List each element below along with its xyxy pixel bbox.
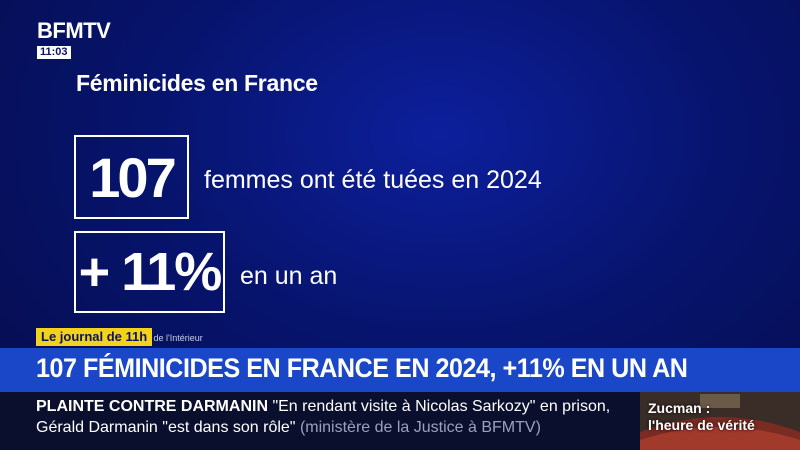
promo-line: l'heure de vérité: [648, 417, 755, 433]
headline: 107 FÉMINICIDES EN FRANCE EN 2024, +11% …: [36, 353, 688, 383]
stat-value-box: + 11%: [74, 231, 225, 313]
ticker-line: Gérald Darmanin "est dans son rôle" (min…: [36, 419, 541, 437]
ticker-line: PLAINTE CONTRE DARMANIN "En rendant visi…: [36, 398, 610, 416]
promo-text: Zucman : l'heure de vérité: [648, 400, 755, 434]
ticker-source: (ministère de la Justice à BFMTV): [299, 419, 541, 436]
channel-logo: BFMTV 11:03: [37, 18, 111, 60]
stat-description: femmes ont été tuées en 2024: [204, 166, 542, 194]
ticker-topic: PLAINTE CONTRE DARMANIN: [36, 398, 268, 415]
assembly-image: [640, 392, 800, 450]
clock: 11:03: [37, 46, 71, 59]
promo-line: Zucman :: [648, 400, 711, 416]
ticker-text: "En rendant visite à Nicolas Sarkozy" en…: [272, 398, 611, 415]
source-credit: e de l'Intérieur: [146, 333, 203, 343]
stat-value-box: 107: [74, 135, 189, 219]
stat-description: en un an: [240, 262, 338, 290]
show-tag: Le journal de 11h: [36, 328, 153, 346]
logo-text: BFMTV: [37, 18, 111, 43]
ticker-text: Gérald Darmanin "est dans son rôle": [36, 419, 296, 436]
graphic-title: Féminicides en France: [76, 70, 318, 96]
promo-thumbnail[interactable]: Zucman : l'heure de vérité: [640, 392, 800, 450]
headline-bar: [0, 348, 800, 392]
